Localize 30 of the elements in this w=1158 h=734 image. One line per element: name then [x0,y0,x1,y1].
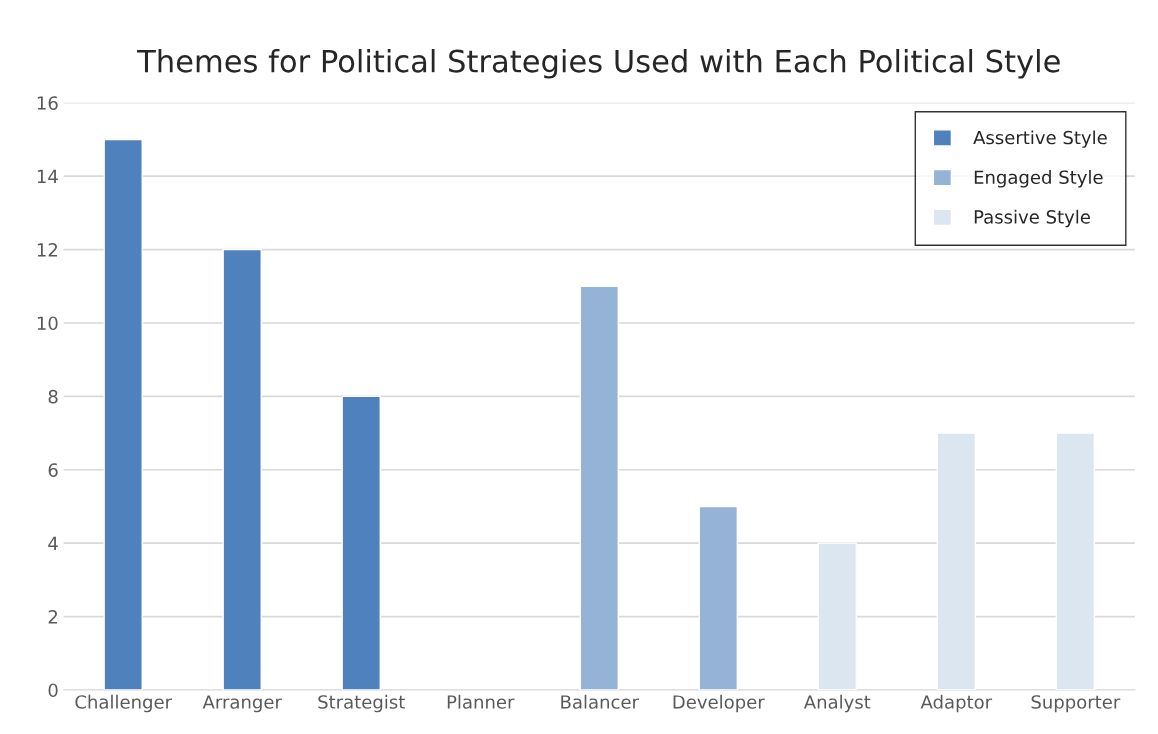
y-tick-label: 12 [37,243,58,257]
y-tick-label: 8 [48,389,58,404]
bar [222,248,262,690]
legend-label: Assertive Style [973,130,1107,148]
y-tick-label: 14 [37,169,58,184]
bar [936,432,977,690]
y-tick-label: 6 [48,463,58,477]
y-tick-label: 16 [37,96,58,110]
y-tick-label: 2 [48,610,58,624]
x-tick-label: Adaptor [920,694,993,713]
bar [1055,432,1096,690]
x-tick-label: Balancer [561,694,639,709]
x-tick-label: Supporter [1031,695,1121,713]
x-tick-label: Arranger [202,695,282,713]
bar [341,395,381,690]
legend-label: Engaged Style [974,170,1103,188]
x-tick-label: Developer [673,694,765,713]
y-tick-label: 4 [48,536,58,551]
x-tick-label: Analyst [803,694,871,713]
x-tick-label: Challenger [75,694,173,713]
chart-title: Themes for Political Strategies Used with Each Political Style [137,48,1060,79]
bar [698,505,739,690]
x-tick-label: Planner [447,694,515,709]
bar [579,285,620,690]
bar [817,542,858,690]
bar [103,138,143,690]
x-tick-label: Strategist [318,694,405,713]
y-tick-label: 0 [48,683,58,698]
legend-label: Passive Style [974,209,1090,228]
y-tick-label: 10 [37,316,58,331]
